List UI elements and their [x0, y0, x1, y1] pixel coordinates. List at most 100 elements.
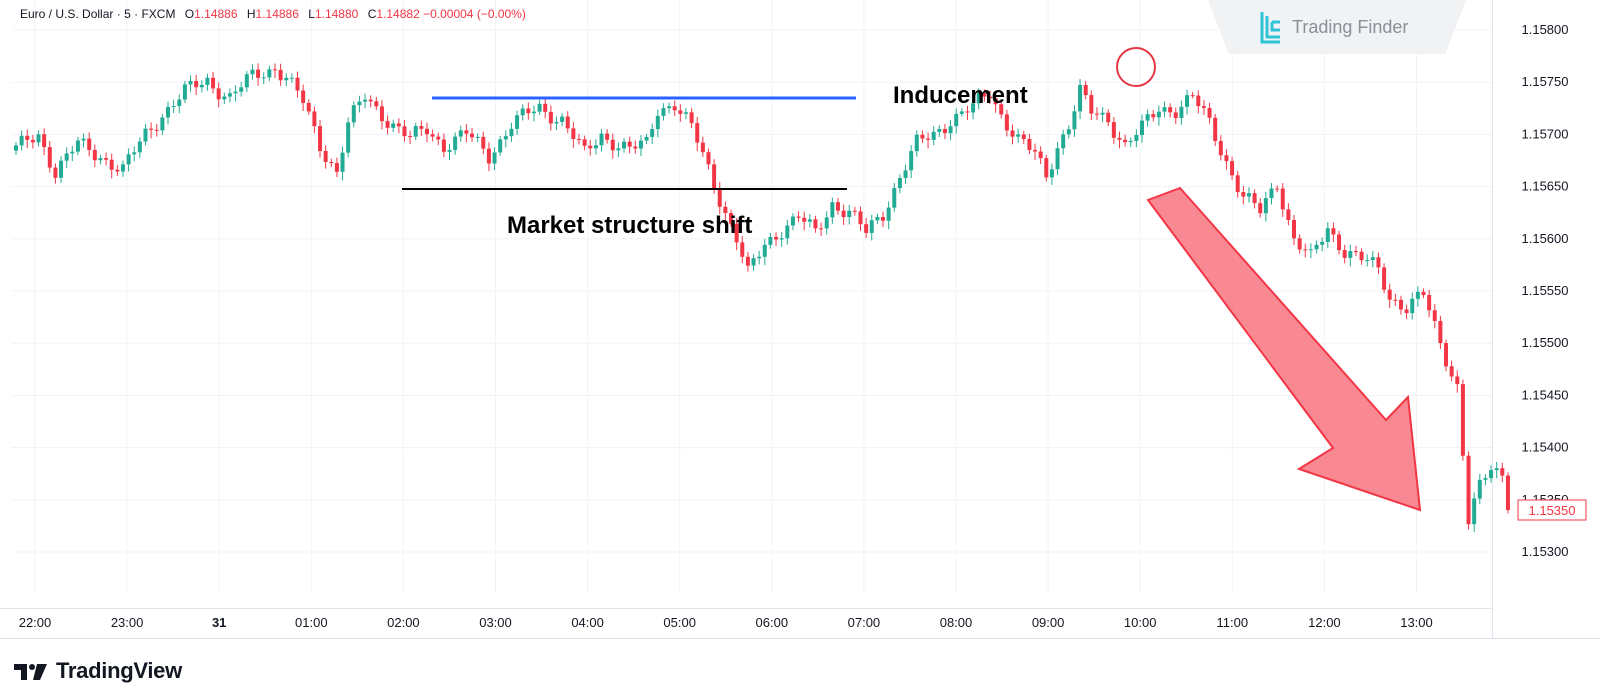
open-label: O — [184, 7, 195, 21]
candle — [1145, 109, 1150, 127]
candle — [1235, 170, 1240, 198]
candle — [1010, 124, 1015, 145]
liquidity-sweep-circle[interactable] — [1116, 47, 1156, 87]
candle-body — [1021, 134, 1026, 139]
candle-body — [1106, 112, 1111, 123]
price-axis[interactable]: 1.15800 1.15750 1.15700 1.15650 1.15600 1.155… — [1522, 22, 1569, 559]
candle — [588, 139, 593, 156]
candle — [740, 236, 745, 264]
candle — [1128, 137, 1133, 148]
candle — [520, 104, 525, 121]
candle — [1460, 379, 1465, 461]
candle — [441, 133, 446, 158]
candle-body — [841, 210, 846, 218]
timeframe[interactable]: 5 — [124, 7, 131, 21]
candle — [160, 114, 165, 135]
inducement-label: Inducement — [893, 82, 1028, 109]
candle-body — [1089, 95, 1094, 114]
candle — [1286, 203, 1291, 226]
candle-body — [1094, 113, 1099, 115]
candle — [847, 204, 852, 225]
candle-body — [1314, 244, 1319, 250]
candle — [1494, 461, 1499, 479]
candle — [470, 127, 475, 142]
candle-body — [1033, 149, 1038, 152]
candle-body — [993, 98, 998, 105]
time-tick-label: 04:00 — [571, 615, 604, 630]
candle-body — [971, 103, 976, 113]
candle-body — [1168, 107, 1173, 113]
candle — [959, 108, 964, 117]
change-value: −0.00004 (−0.00%) — [423, 7, 526, 21]
candle — [667, 102, 672, 114]
candle-body — [199, 84, 204, 88]
candle — [1044, 154, 1049, 182]
time-axis[interactable]: 22:00 23:00 31 01:00 02:00 03:00 04:00 05:00 06:… — [19, 615, 1433, 630]
candle-body — [1280, 188, 1285, 210]
candle — [211, 71, 216, 94]
candle-body — [239, 87, 244, 92]
candle — [1004, 109, 1009, 137]
candle — [616, 142, 621, 158]
candle-body — [757, 256, 762, 259]
candle-body — [379, 106, 384, 122]
candle-body — [436, 136, 441, 140]
candle — [19, 130, 24, 151]
bearish-arrow[interactable] — [1146, 186, 1422, 512]
candle — [59, 156, 64, 183]
candle — [689, 107, 694, 128]
candle — [554, 116, 559, 131]
symbol-info-bar[interactable]: Euro / U.S. Dollar · 5 · FXCM O1.14886 H… — [20, 7, 526, 21]
candle — [1449, 360, 1454, 382]
candle — [267, 65, 272, 82]
candle-body — [244, 74, 249, 88]
candle — [261, 72, 266, 85]
candle — [42, 128, 47, 156]
candle — [734, 218, 739, 251]
candle — [503, 130, 508, 148]
symbol-name[interactable]: Euro / U.S. Dollar — [20, 7, 114, 21]
candle-body — [19, 135, 24, 146]
candle-body — [745, 256, 750, 266]
candle — [419, 120, 424, 136]
candle — [864, 217, 869, 239]
candle-body — [740, 242, 745, 257]
candle-body — [1320, 241, 1325, 245]
trading-finder-logo-icon — [1260, 12, 1280, 44]
candle-body — [1072, 111, 1077, 130]
candle — [802, 211, 807, 231]
candle — [188, 75, 193, 92]
time-tick-label: 06:00 — [756, 615, 789, 630]
candle — [593, 139, 598, 155]
candle-body — [481, 136, 486, 149]
candle-body — [548, 111, 553, 124]
candle-body — [98, 158, 103, 161]
candle-body — [59, 160, 64, 178]
annotations: Inducement Market structure shift — [402, 47, 1422, 512]
candle — [633, 140, 638, 154]
candle — [1185, 89, 1190, 115]
candle — [1111, 116, 1116, 144]
candle-body — [166, 106, 171, 118]
candle-body — [154, 129, 159, 131]
candle — [537, 99, 542, 115]
candle — [971, 97, 976, 120]
candle-body — [458, 130, 463, 137]
candle — [284, 73, 289, 87]
candle-body — [1460, 384, 1465, 456]
candle — [931, 126, 936, 146]
candle-body — [627, 141, 632, 147]
candle — [1168, 103, 1173, 118]
candle — [869, 214, 874, 241]
candle-body — [1393, 299, 1398, 301]
candle — [897, 174, 902, 194]
candle — [1055, 142, 1060, 175]
candle — [1410, 292, 1415, 320]
candle-body — [520, 108, 525, 116]
candle — [1466, 451, 1471, 530]
tradingview-brand[interactable]: TradingView — [14, 658, 182, 684]
candle — [1331, 222, 1336, 243]
candle — [1297, 234, 1302, 254]
candle — [729, 209, 734, 227]
